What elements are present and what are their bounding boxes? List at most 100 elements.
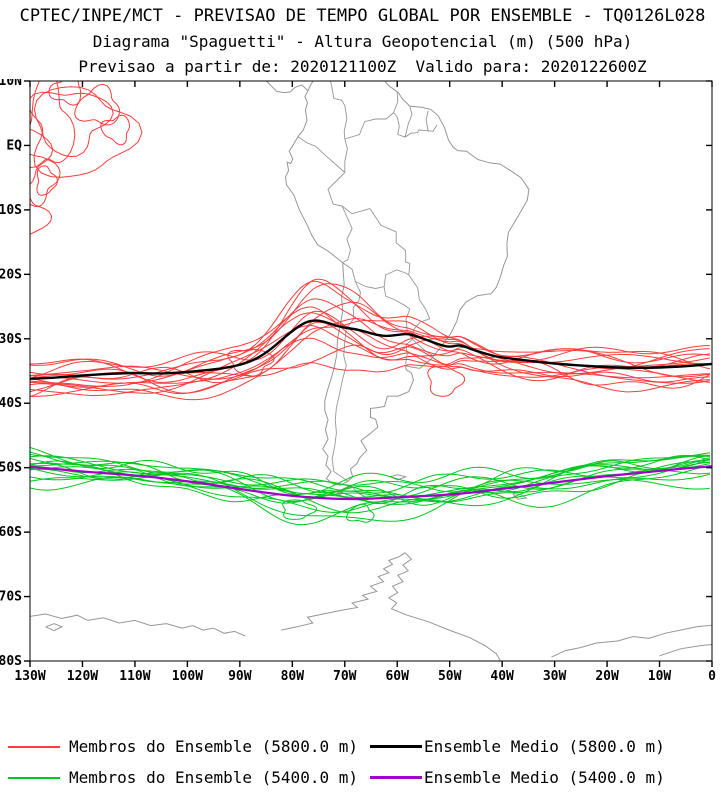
x-axis-tick-label: 80W: [281, 669, 305, 684]
y-axis-tick-label: 70S: [0, 590, 22, 605]
coastline: [284, 81, 530, 486]
chart-title: CPTEC/INPE/MCT - PREVISAO DE TEMPO GLOBA…: [19, 6, 706, 26]
ensemble-member-line-5800: [30, 337, 710, 397]
y-axis-tick-label: 50S: [0, 461, 22, 476]
x-axis-tick-label: 10W: [648, 669, 672, 684]
chart-init-valid-times: Previsao a partir de: 2020121100Z Valido…: [78, 57, 647, 76]
legend-label: Membros do Ensemble (5800.0 m): [69, 737, 358, 756]
ensemble-member-loop: [33, 86, 143, 178]
country-border: [412, 339, 434, 357]
x-axis-tick-label: 90W: [228, 669, 252, 684]
ensemble-member-line-5800: [30, 318, 710, 401]
coastline: [281, 552, 406, 631]
ensemble-member-line-5800: [30, 283, 710, 377]
x-axis-tick-label: 60W: [385, 669, 409, 684]
ensemble-member-line-5400: [30, 453, 710, 493]
ensemble-member-loop: [427, 366, 466, 397]
ensemble-member-line-5800: [30, 338, 711, 398]
x-axis-tick-label: 70W: [333, 669, 357, 684]
legend-row-5400: Membros do Ensemble (5400.0 m) Ensemble …: [8, 762, 725, 792]
x-axis-tick-label: 20W: [595, 669, 619, 684]
country-border: [355, 269, 410, 289]
coastline: [30, 613, 246, 637]
ensemble-member-loop: [30, 91, 114, 158]
ensemble-mean-line-5400: [30, 465, 712, 501]
legend-item-mean-5400: Ensemble Medio (5400.0 m): [370, 768, 665, 787]
plot-frame: [29, 80, 713, 662]
x-axis-tick-label: 0: [708, 669, 716, 684]
country-border: [327, 172, 346, 207]
red-line-swatch: [8, 745, 60, 748]
ensemble-member-line-5800: [30, 298, 710, 384]
ensemble-member-line-5800: [30, 310, 710, 379]
country-border: [404, 105, 413, 138]
legend-label: Ensemble Medio (5800.0 m): [424, 737, 665, 756]
country-border: [344, 138, 348, 173]
y-axis-tick-label: 30S: [0, 332, 22, 347]
country-border: [383, 286, 414, 364]
coastline: [389, 474, 408, 481]
country-border: [393, 91, 438, 138]
ensemble-mean-line-5800: [30, 319, 712, 380]
ensemble-member-loop: [30, 129, 54, 186]
coastline: [387, 552, 502, 661]
legend: Membros do Ensemble (5800.0 m) Ensemble …: [0, 693, 725, 792]
coastline: [45, 623, 64, 632]
legend-label: Membros do Ensemble (5400.0 m): [69, 768, 358, 787]
country-border: [331, 262, 361, 482]
coastline: [659, 643, 712, 657]
x-axis-tick-label: 130W: [14, 669, 45, 684]
ensemble-member-line-5400: [30, 452, 710, 500]
black-line-swatch: [370, 745, 422, 748]
legend-item-mean-5800: Ensemble Medio (5800.0 m): [370, 737, 665, 756]
country-border: [341, 205, 371, 215]
y-axis-tick-label: 10N: [0, 79, 22, 89]
y-axis-tick-label: EQ: [6, 138, 22, 153]
y-axis-tick-label: 80S: [0, 654, 22, 669]
ensemble-member-line-5400: [30, 459, 710, 505]
ensemble-member-loop: [36, 165, 59, 196]
ensemble-member-loop: [74, 83, 121, 126]
chart-titles: CPTEC/INPE/MCT - PREVISAO DE TEMPO GLOBA…: [0, 0, 725, 79]
country-border: [408, 274, 431, 319]
green-line-swatch: [8, 776, 60, 779]
ensemble-member-line-5800: [30, 280, 710, 380]
y-axis-tick-label: 40S: [0, 396, 22, 411]
legend-label: Ensemble Medio (5400.0 m): [424, 768, 665, 787]
legend-item-members-5800: Membros do Ensemble (5800.0 m): [8, 737, 370, 756]
x-axis-tick-label: 50W: [438, 669, 462, 684]
ensemble-member-loop: [345, 503, 375, 523]
country-border: [330, 81, 348, 140]
ensemble-member-line-5800: [30, 301, 710, 394]
coastline: [551, 624, 712, 658]
country-border: [425, 110, 429, 132]
y-axis-tick-label: 10S: [0, 203, 22, 218]
legend-row-5800: Membros do Ensemble (5800.0 m) Ensemble …: [8, 731, 725, 762]
x-axis-tick-label: 120W: [67, 669, 98, 684]
x-axis-tick-label: 30W: [543, 669, 567, 684]
ensemble-member-line-5400: [30, 454, 711, 506]
legend-item-members-5400: Membros do Ensemble (5400.0 m): [8, 768, 370, 787]
country-border: [341, 205, 353, 264]
x-axis-tick-label: 110W: [119, 669, 150, 684]
coastline: [264, 81, 309, 94]
ensemble-member-line-5800: [30, 312, 710, 397]
ensemble-member-loop: [100, 114, 131, 146]
ensemble-member-line-5400: [30, 457, 711, 503]
ensemble-member-line-5800: [30, 306, 710, 387]
y-axis-tick-label: 60S: [0, 525, 22, 540]
country-border: [369, 208, 411, 276]
ensemble-member-loop: [30, 153, 61, 208]
country-border: [344, 112, 394, 140]
ensemble-member-loop: [227, 349, 275, 377]
ensemble-member-loop: [48, 81, 82, 106]
data-layer: [30, 81, 712, 526]
chart-subtitle: Diagrama "Spaguetti" - Altura Geopotenci…: [92, 32, 633, 51]
ensemble-member-line-5800: [30, 324, 710, 394]
ensemble-member-loop: [30, 81, 76, 169]
country-border: [297, 136, 346, 173]
magenta-line-swatch: [370, 776, 422, 779]
x-axis-tick-label: 100W: [172, 669, 203, 684]
